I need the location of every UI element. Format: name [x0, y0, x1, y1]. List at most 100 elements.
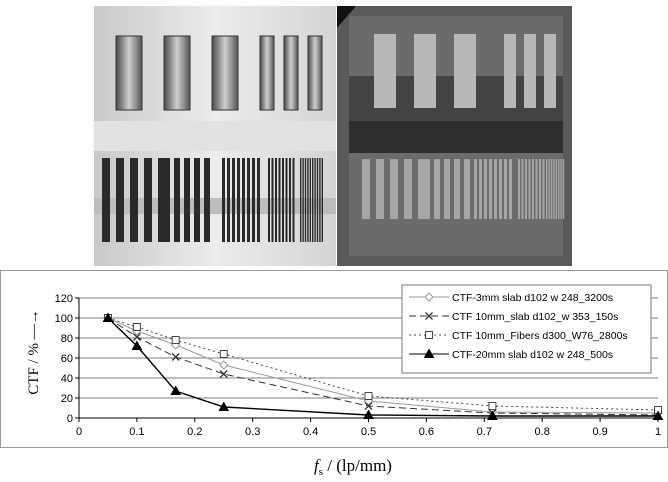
xray-line-pair [424, 159, 430, 219]
xray-line-pair [558, 159, 560, 219]
x-axis-label: fs / (lp/mm) [314, 456, 392, 477]
series-group [102, 312, 664, 420]
xray-line-pair [404, 159, 412, 219]
legend-label: CTF-3mm slab d102 w 248_3200s [452, 292, 613, 304]
y-tick-label: 40 [61, 373, 73, 385]
photo-slot [163, 35, 191, 111]
photo-line-pair [289, 158, 291, 242]
photo-line-pair [278, 158, 281, 242]
photo-line-pair [102, 158, 110, 242]
xray-line-pair [560, 159, 562, 219]
xray-slot [454, 34, 476, 108]
x-tick-label: 1 [655, 426, 661, 438]
xray-line-pair [464, 159, 470, 219]
phantom-images [94, 6, 572, 266]
photo-line-pair [222, 158, 225, 242]
xray-line-pair [528, 159, 531, 219]
legend-label: CTF 10mm_Fibers d300_W76_2800s [452, 330, 628, 342]
data-point [132, 323, 141, 331]
x-axis-label-sub: s [319, 466, 323, 477]
x-tick-label: 0.4 [303, 426, 318, 438]
xray-line-pair [479, 159, 482, 219]
data-point [488, 402, 497, 410]
photo-slot [307, 35, 323, 111]
legend-marker [425, 312, 433, 320]
ctf-chart: 0 20 40 60 80 100 120 0 0.1 0.2 0.3 0.4 0.5 0.6 0.7 0.… [0, 270, 668, 478]
data-point [131, 340, 143, 350]
photo-line-pair [292, 158, 295, 242]
data-point [170, 385, 182, 395]
data-point [132, 333, 141, 341]
y-axis-label: CTF / % —→ [26, 309, 42, 394]
xray-line-pair [474, 159, 477, 219]
xray-line-pair [509, 159, 512, 219]
x-tick-label: 0.3 [245, 426, 260, 438]
photo-line-pair [271, 158, 274, 242]
series-4 [102, 312, 664, 420]
photo-line-pair [194, 158, 200, 242]
legend-marker [425, 331, 433, 339]
data-point [487, 410, 498, 420]
photo-line-pair [309, 158, 311, 242]
photo-line-pair [252, 158, 255, 242]
photo-line-pair [275, 158, 277, 242]
data-point [364, 392, 373, 400]
xray-line-pair [521, 159, 524, 219]
photo-line-pair [282, 158, 284, 242]
xray-line-pair [542, 159, 545, 219]
y-tick-label: 20 [61, 393, 73, 405]
photo-line-pair [247, 158, 250, 242]
phantom-images-svg [94, 6, 572, 266]
xray-line-pair [539, 159, 541, 219]
phantom-photo [94, 6, 336, 266]
photo-line-pair [164, 158, 170, 242]
xray-line-pair [546, 159, 548, 219]
photo-slot [115, 35, 143, 111]
photo-line-pair [285, 158, 288, 242]
data-point [652, 410, 664, 420]
photo-line-pair [300, 158, 302, 242]
photo-line-pair [257, 158, 260, 242]
photo-line-pair [304, 158, 307, 242]
xray-line-pair [562, 159, 565, 219]
xray-line-pair [499, 159, 502, 219]
xray-line-pair [535, 159, 538, 219]
xray-line-pair [454, 159, 460, 219]
legend: CTF-3mm slab d102 w 248_3200s CTF 10mm_sl… [401, 284, 652, 374]
x-axis-label-unit: / (lp/mm) [323, 456, 392, 475]
data-point [219, 360, 229, 370]
xray-slot [544, 34, 556, 108]
photo-line-pair [314, 158, 316, 242]
y-tick-label: 60 [61, 353, 73, 365]
photo-line-pair [184, 158, 190, 242]
photo-line-pair [204, 158, 210, 242]
legend-label: CTF-20mm slab d102 w 248_500s [452, 349, 613, 361]
legend-marker [423, 348, 435, 358]
legend-box [401, 284, 652, 374]
xray-line-pair [548, 159, 550, 219]
xray-line-pair [555, 159, 557, 219]
photo-line-pair [302, 158, 304, 242]
xray-slot [504, 34, 516, 108]
xray-line-pair [418, 159, 426, 219]
x-tick-label: 0.2 [187, 426, 202, 438]
data-point [364, 402, 373, 410]
xray-line-pair [376, 159, 384, 219]
xray-line-pair [553, 159, 555, 219]
data-point [363, 409, 374, 419]
xray-line-pair [489, 159, 492, 219]
photo-line-pair [321, 158, 323, 242]
xray-line-pair [518, 159, 520, 219]
xray-line-pair [444, 159, 450, 219]
photo-slot [283, 35, 299, 111]
photo-line-pair [237, 158, 240, 242]
photo-line-pair [316, 158, 319, 242]
photo-line-pair [158, 158, 166, 242]
xray-slot [414, 34, 436, 108]
xray-line-pair [494, 159, 497, 219]
photo-line-pair [130, 158, 138, 242]
photo-line-pair [116, 158, 124, 242]
photo-line-pair [144, 158, 152, 242]
photo-line-pair [307, 158, 309, 242]
data-point [102, 312, 114, 322]
